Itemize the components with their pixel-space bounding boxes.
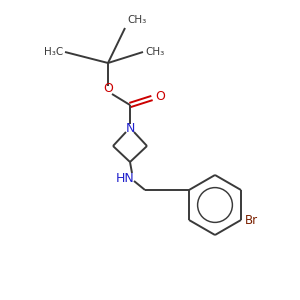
Text: CH₃: CH₃	[127, 15, 146, 25]
Text: O: O	[155, 91, 165, 103]
Text: N: N	[125, 122, 135, 134]
Text: Br: Br	[245, 214, 258, 227]
Text: CH₃: CH₃	[145, 47, 164, 57]
Text: O: O	[103, 82, 113, 95]
Text: H₃C: H₃C	[44, 47, 63, 57]
Text: HN: HN	[116, 172, 134, 184]
